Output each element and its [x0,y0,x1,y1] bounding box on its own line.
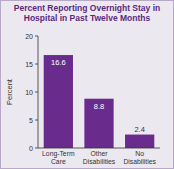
bar [125,135,154,148]
background [1,1,174,169]
data-label: 2.4 [134,125,144,134]
y-tick [35,120,38,121]
x-tick-label: Other [91,150,109,157]
y-tick [35,148,38,149]
x-tick-label: Disabilities [123,158,156,165]
y-tick-label: 10 [25,89,33,96]
bars [44,55,155,148]
y-tick [35,64,38,65]
y-axis [38,36,39,148]
bar [84,99,113,148]
bar [44,55,73,148]
data-label: 16.6 [51,58,66,67]
x-tick-label: Disabilities [83,158,116,165]
x-tick-label: Long-Term [42,150,75,158]
chart: Percent Reporting Overnight Stay inHospi… [0,0,174,169]
y-tick-label: 5 [29,117,33,124]
y-axis-label: Percent [5,78,14,105]
x-tick-label: Care [51,158,66,165]
y-tick [35,92,38,93]
x-axis [38,148,160,149]
y-tick-label: 0 [29,145,33,152]
title: Hospital in Past Twelve Months [24,13,151,23]
y-tick [35,36,38,37]
x-tick-label: No [135,150,144,157]
y-tick-label: 15 [25,61,33,68]
y-tick-label: 20 [25,33,33,40]
data-label: 8.8 [94,102,104,111]
title: Percent Reporting Overnight Stay in [14,3,160,13]
